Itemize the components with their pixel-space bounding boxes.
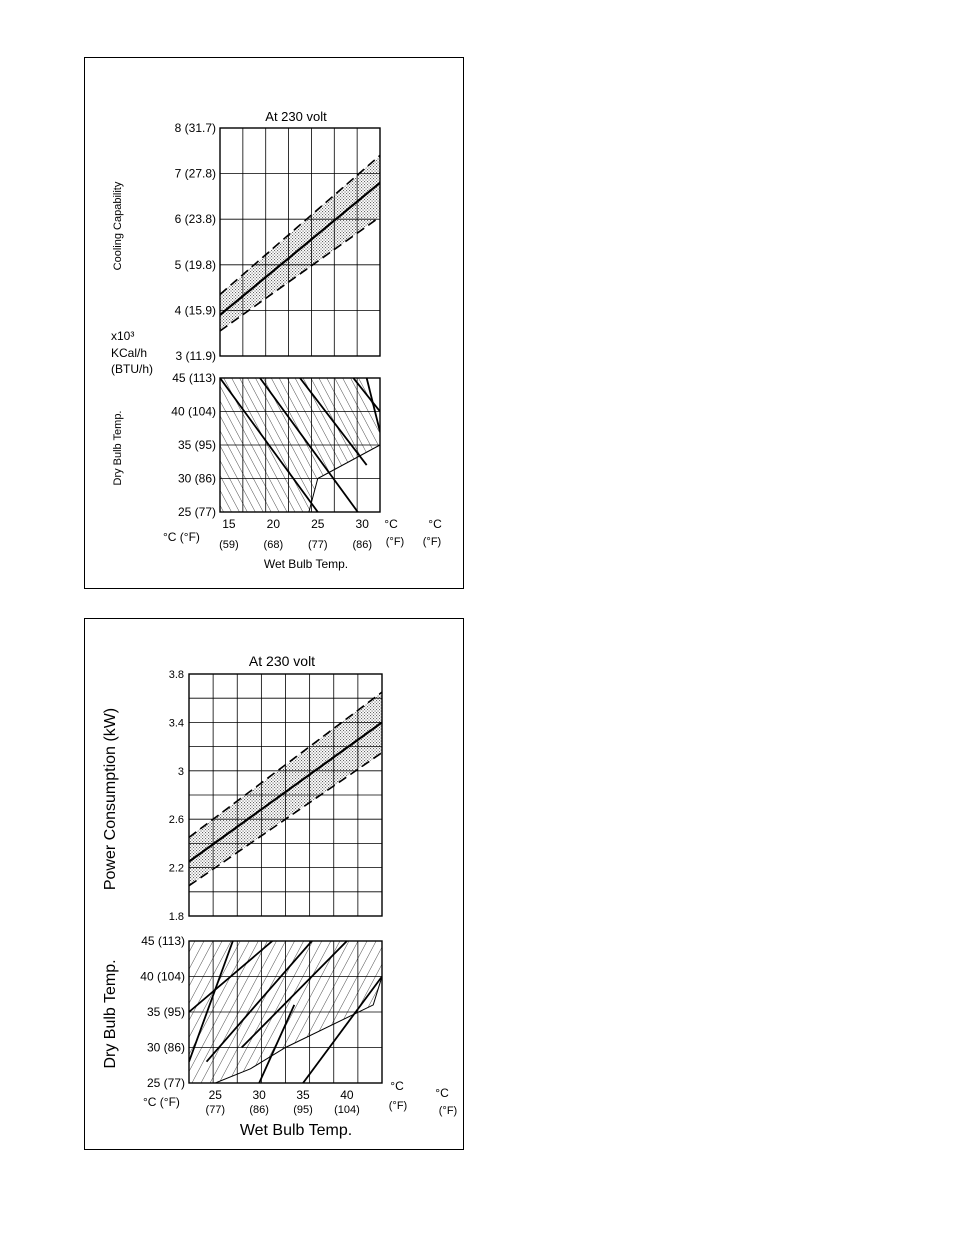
power-y-tick-label: 3.4 <box>169 717 184 729</box>
drybulb2-boundary-line <box>302 975 382 1083</box>
cooling-band-group <box>220 155 380 331</box>
cooling-y-axis-label: Cooling Capability <box>112 181 124 270</box>
drybulb2-x-tick-label: 40 <box>340 1088 354 1102</box>
drybulb1-x-tick-label: 20 <box>267 517 281 531</box>
drybulb2-x-tick-label-f: (95) <box>293 1104 313 1116</box>
drybulb1-boundary-line <box>220 378 319 512</box>
power-y-tick-label: 3 <box>178 766 184 778</box>
drybulb2-boundaries <box>189 941 382 1083</box>
drybulb2-x-tick-label-f: (86) <box>249 1104 269 1116</box>
power-lower-limit-line <box>189 751 382 887</box>
drybulb2-unit-c: °C <box>390 1079 404 1093</box>
drybulb1-unit-c-2: °C <box>428 517 442 531</box>
drybulb1-boundary-line <box>259 378 359 512</box>
drybulb1-y-tick-label: 30 (86) <box>178 472 216 486</box>
power-upper-limit-line <box>189 691 382 838</box>
power-y-tick-label: 2.2 <box>169 863 184 875</box>
drybulb1-x-tick-label-f: (77) <box>308 539 328 551</box>
drybulb2-x-tick-label-f: (77) <box>206 1104 226 1116</box>
drybulb2-y-tick-label: 25 (77) <box>147 1076 185 1090</box>
cooling-y-tick-label: 5 (19.8) <box>175 258 216 272</box>
drybulb1-y-tick-label: 45 (113) <box>172 371 216 385</box>
drybulb2-boundary-line <box>189 941 273 1013</box>
cooling-grid <box>219 127 381 357</box>
drybulb1-boundary-line <box>299 378 368 466</box>
power-y-tick-label: 2.6 <box>169 814 184 826</box>
drybulb2-x-unit-label: °C (°F) <box>143 1095 180 1109</box>
cooling-unit-kcal: KCal/h <box>111 346 147 360</box>
drybulb1-x-tick-label: 15 <box>222 517 236 531</box>
power-y-tick-label: 1.8 <box>169 911 184 923</box>
drybulb2-grid <box>188 940 383 1084</box>
drybulb1-y-tick-label: 25 (77) <box>178 505 216 519</box>
cooling-unit-btu: (BTU/h) <box>111 362 153 376</box>
cooling-lower-limit-line <box>220 216 380 332</box>
drybulb1-boundary-line <box>365 378 380 432</box>
drybulb2-x-axis-label: Wet Bulb Temp. <box>240 1122 352 1139</box>
drybulb2-y-tick-label: 35 (95) <box>147 1005 185 1019</box>
cooling-y-tick-label: 3 (11.9) <box>176 349 216 363</box>
drybulb2-y-tick-label: 40 (104) <box>140 970 185 984</box>
cooling-upper-limit-line <box>220 154 380 296</box>
drybulb2-boundary-line <box>258 1004 296 1083</box>
drybulb2-x-tick-label: 35 <box>296 1088 310 1102</box>
drybulb1-unit-f: (°F) <box>386 536 404 548</box>
power-frame <box>188 673 383 917</box>
drybulb2-unit-f-2: (°F) <box>439 1105 457 1117</box>
cooling-capability-figure: At 230 volt 3 (11.9) 4 (15.9) 5 (19.8) 6 (23… <box>111 109 442 571</box>
drybulb2-boundary-line <box>189 941 234 1063</box>
drybulb1-x-tick-label-f: (86) <box>352 539 372 551</box>
drybulb2-boundary-line <box>240 941 348 1049</box>
drybulb1-y-tick-label: 35 (95) <box>178 438 216 452</box>
drybulb1-x-tick-label-f: (68) <box>264 539 284 551</box>
cooling-frame <box>219 127 381 357</box>
cooling-y-tick-label: 4 (15.9) <box>175 303 216 317</box>
drybulb1-x-axis-label: Wet Bulb Temp. <box>264 557 348 571</box>
drybulb1-y-tick-label: 40 (104) <box>171 405 216 419</box>
power-chart-title: At 230 volt <box>249 653 315 669</box>
drybulb1-x-tick-label-f: (59) <box>219 539 239 551</box>
power-lines <box>189 691 382 887</box>
cooling-lines <box>220 154 380 332</box>
cooling-y-tick-label: 6 (23.8) <box>175 212 216 226</box>
drybulb2-x-tick-label: 25 <box>209 1088 223 1102</box>
drybulb1-grid <box>219 377 381 513</box>
drybulb2-unit-c-2: °C <box>435 1086 449 1100</box>
drybulb2-y-tick-label: 30 (86) <box>147 1041 185 1055</box>
drybulb1-x-tick-label: 30 <box>356 517 370 531</box>
drybulb2-boundary-line <box>205 941 313 1063</box>
drybulb2-x-tick-label-f: (104) <box>334 1104 360 1116</box>
cooling-y-tick-label: 8 (31.7) <box>175 121 216 135</box>
drybulb2-x-tick-label: 30 <box>253 1088 267 1102</box>
cooling-chart-title: At 230 volt <box>265 109 327 124</box>
power-consumption-figure: At 230 volt 1.8 2.2 2.6 3 3.4 3.8 Power Consump… <box>102 653 457 1139</box>
drybulb1-boundary-line <box>352 378 380 413</box>
drybulb2-y-tick-label: 45 (113) <box>141 934 185 948</box>
power-y-tick-label: 3.8 <box>169 669 184 681</box>
power-consumption-panel: At 230 volt 1.8 2.2 2.6 3 3.4 3.8 Power Consump… <box>84 618 464 1150</box>
drybulb1-y-axis-label: Dry Bulb Temp. <box>112 411 124 486</box>
power-nominal-line <box>189 721 382 863</box>
power-y-axis-label: Power Consumption (kW) <box>102 708 119 890</box>
cooling-capability-panel: At 230 volt 3 (11.9) 4 (15.9) 5 (19.8) 6 (23… <box>84 57 464 589</box>
drybulb1-unit-f-2: (°F) <box>423 536 441 548</box>
power-grid <box>188 673 383 917</box>
drybulb2-y-axis-label: Dry Bulb Temp. <box>102 959 119 1068</box>
drybulb1-x-tick-label: 25 <box>311 517 325 531</box>
cooling-unit-multiplier: x10³ <box>111 329 134 343</box>
cooling-tolerance-band <box>220 155 380 331</box>
cooling-y-tick-label: 7 (27.8) <box>175 167 216 181</box>
cooling-nominal-line <box>220 181 380 316</box>
drybulb1-unit-c: °C <box>384 517 398 531</box>
drybulb1-boundaries <box>220 378 380 512</box>
drybulb1-x-unit-label: °C (°F) <box>163 530 200 544</box>
drybulb2-unit-f: (°F) <box>389 1100 407 1112</box>
